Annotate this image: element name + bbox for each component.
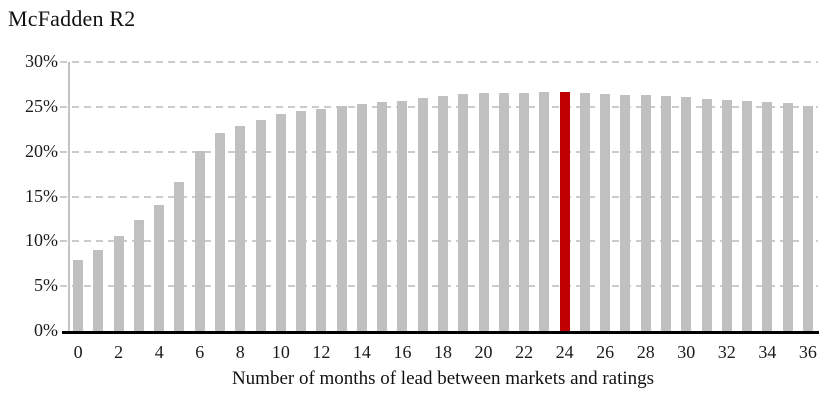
y-axis-tick-label: 5%: [34, 275, 58, 296]
bar: [742, 101, 753, 331]
bar: [458, 94, 469, 331]
x-axis-tick-label: 16: [393, 342, 412, 362]
y-axis-tick-label: 0%: [34, 320, 58, 341]
x-axis-tick-label: 32: [717, 342, 736, 362]
y-axis-tick-label: 15%: [25, 185, 58, 206]
x-axis-labels: 0 2 4 6 8 10 12 14 16 18 20 22 24 26 28 30 32 34 36: [68, 342, 818, 366]
bar: [478, 93, 489, 331]
bar: [316, 108, 327, 331]
bar-highlighted: [559, 91, 570, 331]
x-axis-tick-label: 26: [596, 342, 615, 362]
bar: [519, 92, 530, 331]
bar: [93, 250, 104, 331]
y-axis-tick-label: 25%: [25, 95, 58, 116]
y-axis-line: [68, 62, 70, 331]
x-axis-tick-label: 30: [677, 342, 696, 362]
bar: [154, 205, 165, 331]
y-axis-labels: 0% 5% 10% 15% 20% 25% 30%: [0, 51, 58, 340]
x-axis-tick-label: 18: [434, 342, 452, 362]
y-axis-tick-label: 30%: [25, 51, 58, 72]
bar: [377, 102, 388, 331]
bar: [701, 98, 712, 331]
x-axis-tick-label: 0: [73, 342, 83, 362]
bar: [681, 96, 692, 331]
y-axis-tick-label: 10%: [25, 230, 58, 251]
x-axis-tick-label: 34: [758, 342, 777, 362]
bar: [762, 102, 773, 331]
bar: [235, 125, 246, 331]
bar: [255, 120, 266, 331]
bar: [438, 96, 448, 331]
x-axis-tick-label: 14: [352, 342, 371, 362]
bar: [73, 260, 84, 331]
bar: [215, 132, 226, 331]
x-axis-tick-label: 10: [271, 342, 290, 362]
y-axis-tick-label: 20%: [25, 140, 58, 161]
x-axis-tick-label: 24: [555, 342, 574, 362]
bar: [660, 96, 671, 331]
gridline: [60, 61, 818, 63]
bar: [579, 93, 590, 331]
bar: [600, 94, 611, 331]
bar: [620, 95, 631, 331]
x-axis-tick-label: 36: [798, 342, 817, 362]
x-axis-title: Number of months of lead between markets…: [231, 368, 655, 389]
x-axis-tick-label: 2: [114, 342, 124, 362]
bar: [174, 182, 185, 331]
bar: [296, 111, 307, 331]
bar: [397, 100, 408, 331]
bar: [417, 97, 428, 331]
x-axis-tick-label: 8: [235, 342, 245, 362]
bar: [802, 105, 813, 331]
bar: [721, 99, 732, 331]
bar: [498, 92, 509, 331]
x-axis-tick-label: 4: [154, 342, 164, 362]
x-axis-tick-label: 12: [312, 342, 331, 362]
chart-title: McFadden R2: [8, 6, 136, 31]
plot-area: [60, 61, 819, 334]
bar: [113, 235, 124, 331]
x-axis-tick-label: 28: [636, 342, 655, 362]
bar: [782, 103, 793, 331]
bar: [640, 95, 651, 331]
x-axis-tick-label: 20: [474, 342, 493, 362]
bar: [194, 150, 205, 331]
x-axis-tick-label: 22: [515, 342, 534, 362]
x-axis-line: [62, 331, 819, 334]
bar: [275, 114, 286, 331]
bar: [336, 105, 347, 331]
bar: [133, 219, 144, 331]
x-axis-tick-label: 6: [195, 342, 205, 362]
bar: [539, 91, 550, 331]
bar: [356, 104, 367, 331]
